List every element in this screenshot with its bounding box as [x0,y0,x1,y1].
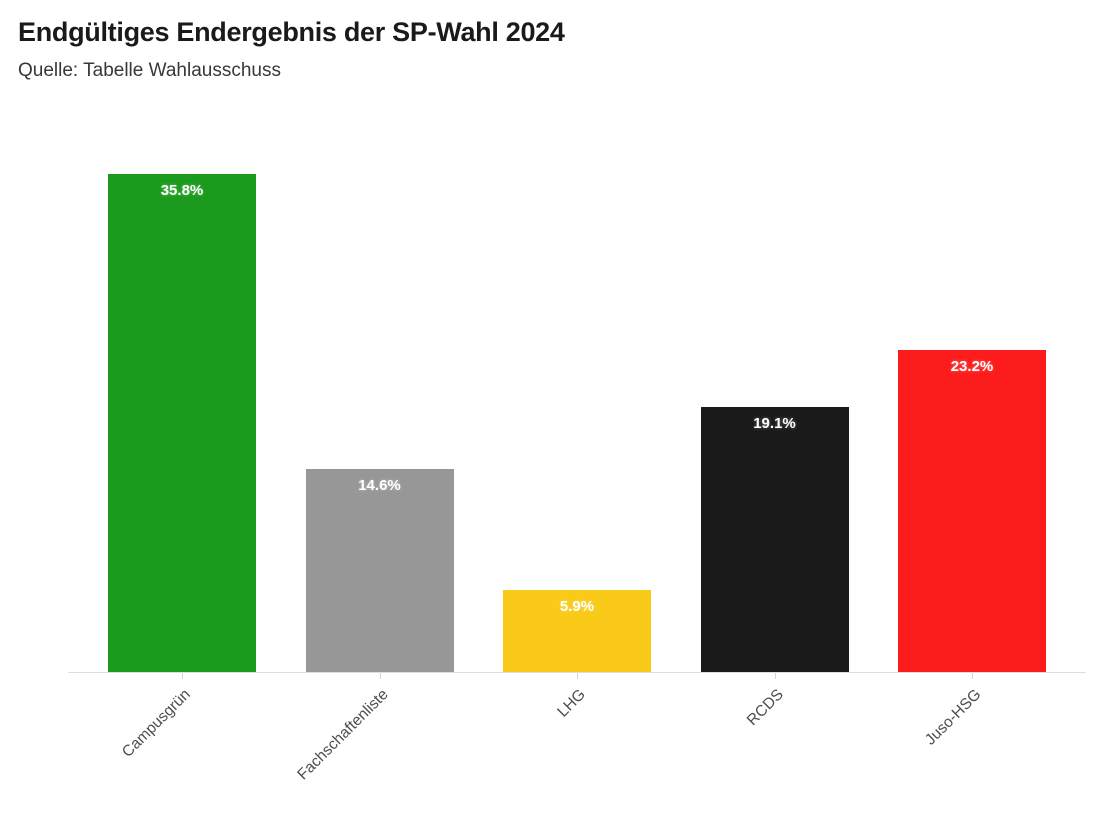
bar-column: 5.9% LHG [503,116,651,721]
x-axis-label: Juso-HSG [921,686,985,749]
chart-header: Endgültiges Endergebnis der SP-Wahl 2024… [18,16,565,82]
bar: 35.8% [108,174,256,672]
bar-column: 19.1% RCDS [700,116,849,729]
bar-column: 23.2% Juso-HSG [898,116,1046,749]
x-axis-label: LHG [554,686,590,721]
plot-area: 35.8% Campusgrün 14.6% Fachschaftenliste 5.9… [68,116,1086,783]
bar-value-label: 35.8% [160,182,204,200]
chart-title: Endgültiges Endergebnis der SP-Wahl 2024 [18,17,565,47]
bar-column: 35.8% Campusgrün [108,116,256,761]
bar: 23.2% [898,349,1046,672]
bar-column: 14.6% Fachschaftenliste [294,116,454,783]
bar: 5.9% [503,590,651,672]
x-axis-tick [577,672,578,679]
x-axis-line [68,672,1086,673]
x-axis-label: Campusgrün [119,686,195,761]
bar-value-label: 14.6% [358,477,401,495]
bar-value-label: 5.9% [559,598,595,615]
x-axis-tick [182,672,183,679]
x-axis-label: Fachschaftenliste [294,686,392,784]
bar: 14.6% [305,469,454,672]
x-axis-tick [972,672,973,679]
x-axis-tick [379,672,381,679]
bar-value-label: 19.1% [753,414,796,432]
x-axis-label: RCDS [743,686,787,730]
chart-subtitle: Quelle: Tabelle Wahlausschuss [18,60,281,82]
bar-value-label: 23.2% [950,357,994,375]
x-axis-tick [774,672,776,679]
bar: 19.1% [700,406,849,672]
